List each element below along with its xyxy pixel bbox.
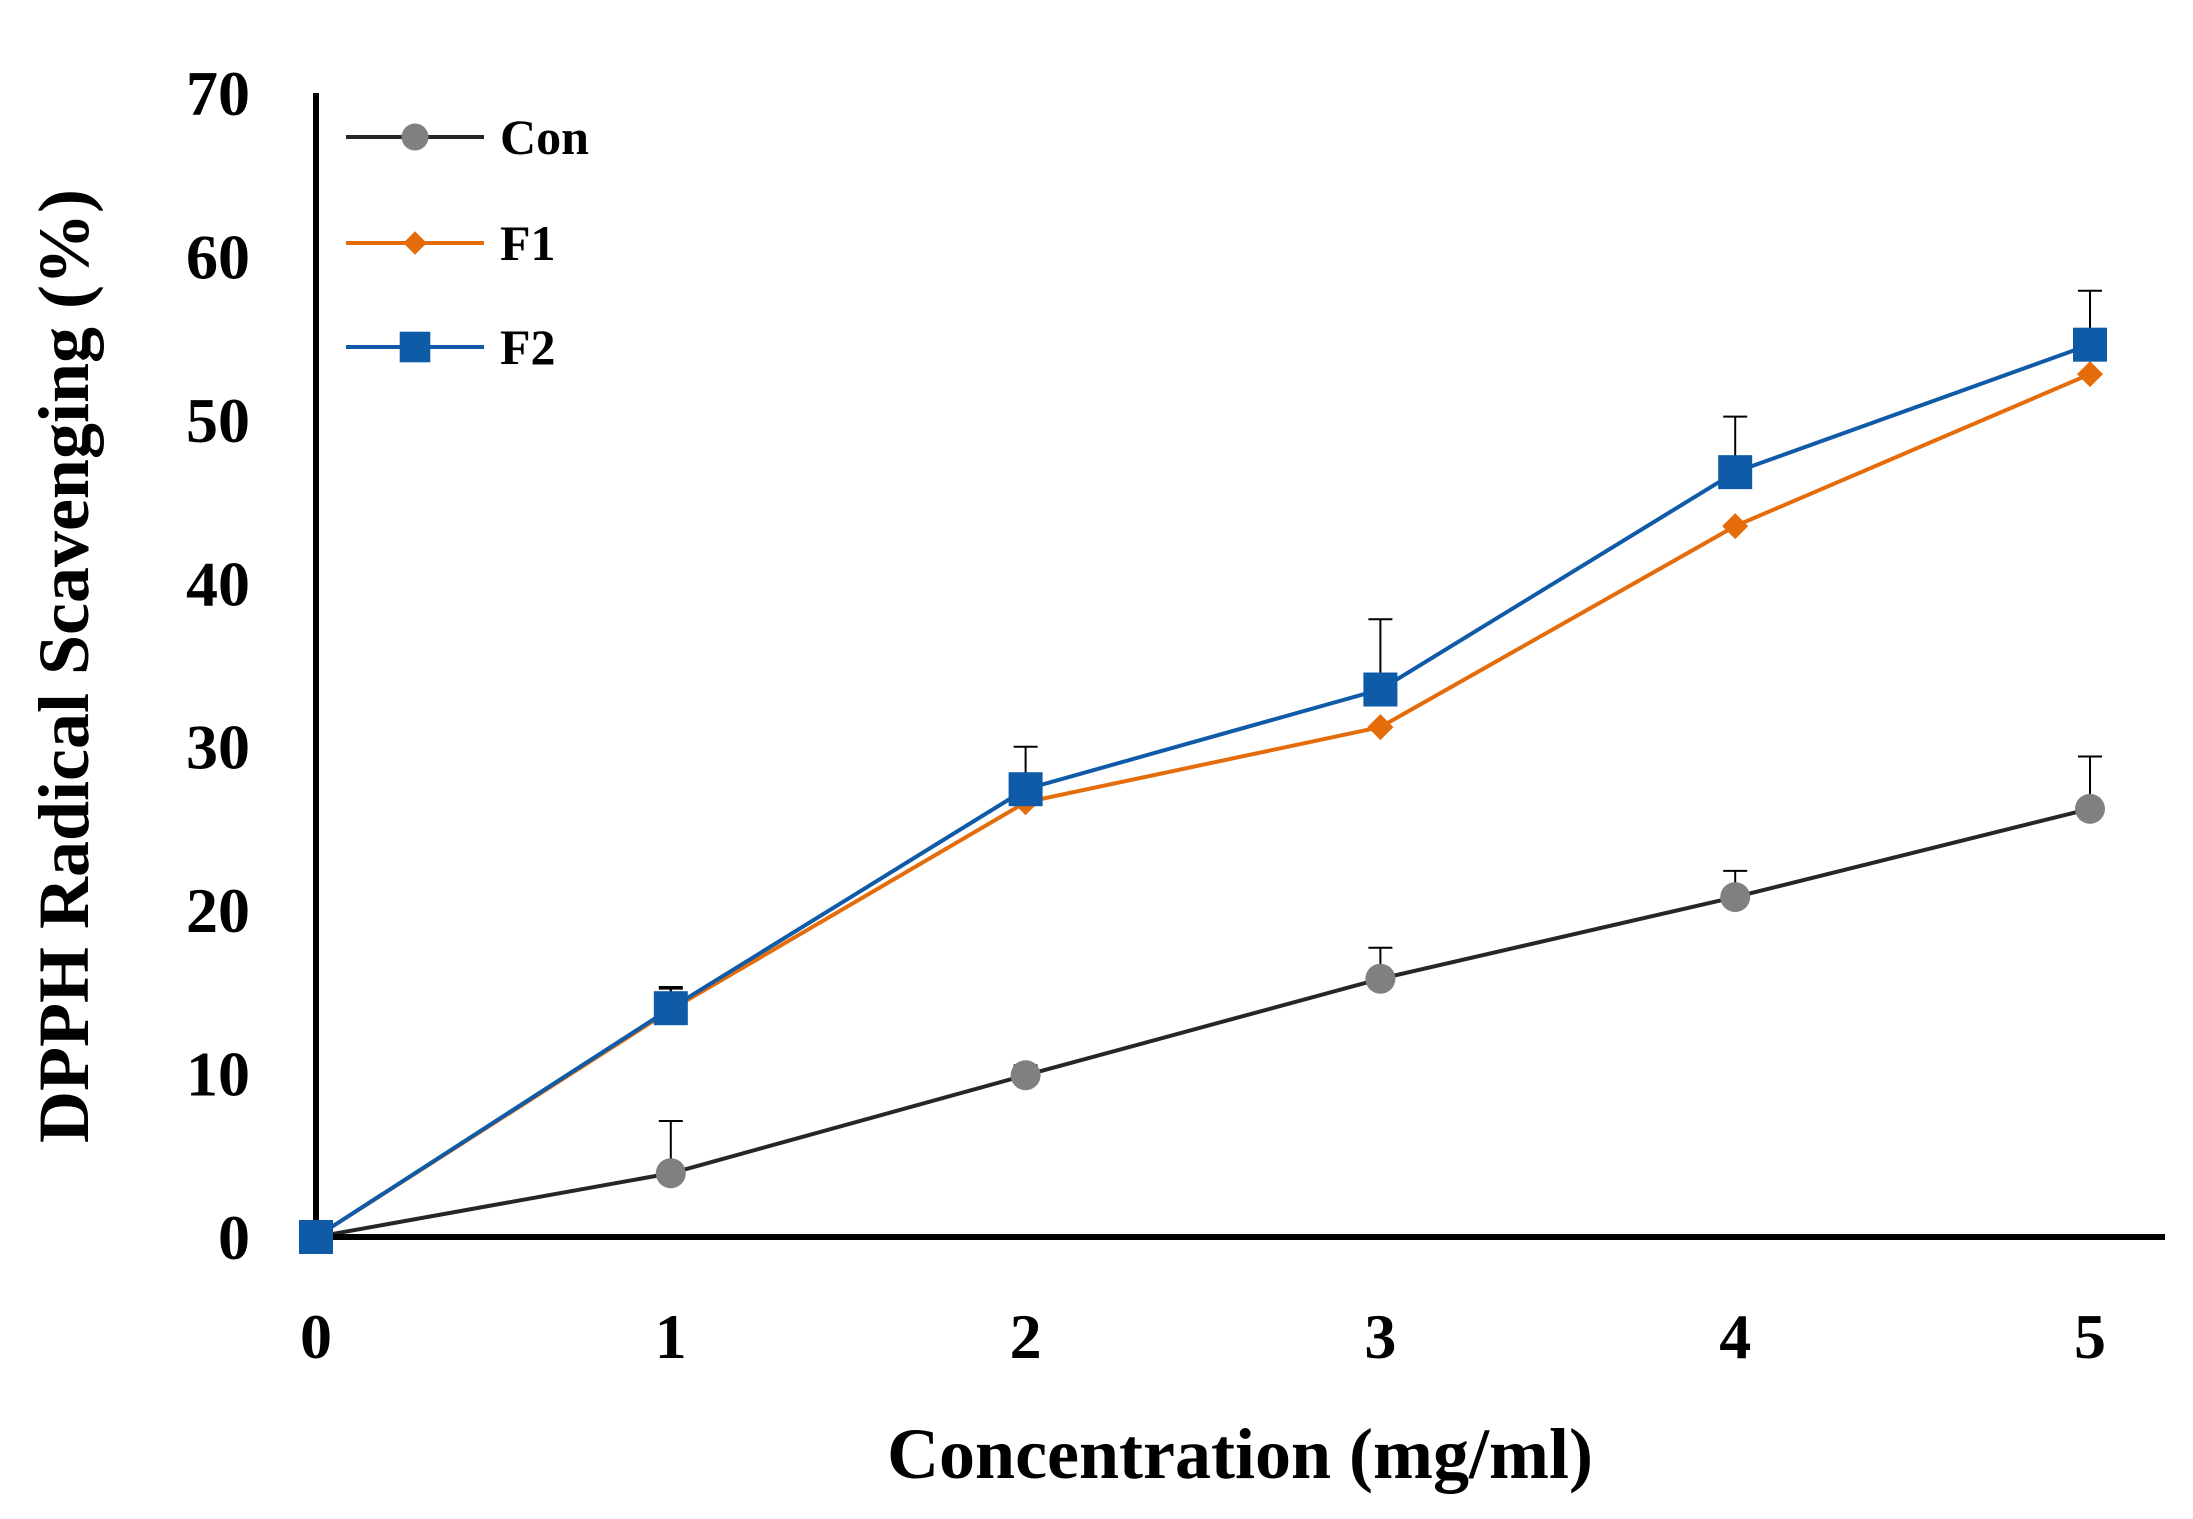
- series-lines: [314, 342, 2091, 1239]
- x-tick-label-2: 2: [1010, 1301, 1042, 1372]
- legend-item-con: Con: [346, 109, 589, 165]
- legend-label-con: Con: [500, 109, 589, 165]
- point-f2-2: [1008, 772, 1043, 807]
- series-line-f1: [314, 372, 2091, 1239]
- legend-item-f2: F2: [346, 319, 556, 375]
- point-f1-3: [1367, 714, 1394, 741]
- y-axis-title: DPPH Radical Scavenging (%): [24, 189, 104, 1143]
- x-tick-labels: 0 1 2 3 4 5: [300, 1301, 2106, 1372]
- y-tick-labels: 0 10 20 30 40 50 60 70: [186, 58, 250, 1273]
- legend: Con F1 F2: [346, 109, 589, 375]
- point-con-3: [1365, 963, 1396, 994]
- legend-marker-f2: [399, 331, 431, 363]
- x-tick-label-5: 5: [2074, 1301, 2106, 1372]
- point-f1-4: [1722, 513, 1749, 540]
- x-tick-label-1: 1: [655, 1301, 687, 1372]
- point-f2-0: [299, 1220, 333, 1254]
- legend-marker-con: [401, 123, 429, 151]
- x-axis-title: Concentration (mg/ml): [887, 1414, 1593, 1494]
- y-tick-label-50: 50: [186, 385, 250, 456]
- y-tick-label-10: 10: [186, 1039, 250, 1110]
- point-f1-5: [2077, 361, 2103, 388]
- point-con-1: [655, 1158, 686, 1189]
- y-tick-label-70: 70: [186, 58, 250, 129]
- point-con-4: [1720, 882, 1751, 913]
- x-tick-label-4: 4: [1719, 1301, 1751, 1372]
- series-line-con: [315, 806, 2091, 1239]
- y-tick-label-30: 30: [186, 712, 250, 783]
- point-f2-4: [1718, 455, 1753, 490]
- y-tick-label-60: 60: [186, 221, 250, 292]
- x-tick-label-0: 0: [300, 1301, 332, 1372]
- y-tick-label-40: 40: [186, 548, 250, 619]
- series-markers: [299, 327, 2107, 1254]
- legend-item-f1: F1: [346, 215, 556, 271]
- y-tick-label-20: 20: [186, 875, 250, 946]
- point-con-5: [2075, 793, 2105, 824]
- x-tick-label-3: 3: [1364, 1301, 1396, 1372]
- series-line-f2: [314, 342, 2091, 1239]
- legend-label-f1: F1: [500, 215, 556, 271]
- point-f2-1: [653, 991, 688, 1026]
- axes: [313, 93, 2165, 1240]
- point-con-2: [1010, 1060, 1041, 1091]
- y-tick-label-0: 0: [218, 1202, 250, 1273]
- point-f2-5: [2073, 327, 2107, 362]
- legend-marker-f1: [403, 231, 427, 255]
- legend-label-f2: F2: [500, 319, 556, 375]
- point-f2-3: [1363, 672, 1398, 707]
